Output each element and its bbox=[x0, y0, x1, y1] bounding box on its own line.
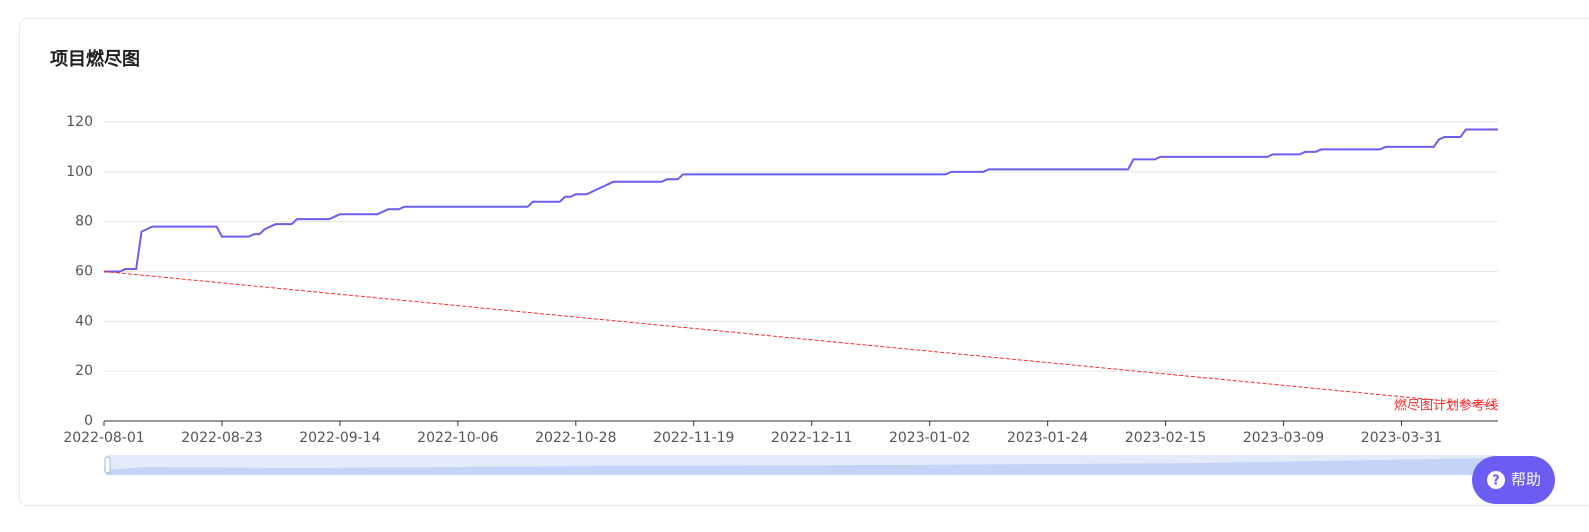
x-tick-label: 2023-01-24 bbox=[1007, 430, 1088, 446]
data-zoom[interactable] bbox=[105, 455, 1496, 475]
zoom-handle[interactable] bbox=[105, 457, 110, 473]
x-tick-label: 2022-12-11 bbox=[771, 430, 852, 446]
x-tick-label: 2022-11-19 bbox=[653, 430, 734, 446]
help-icon: ? bbox=[1492, 474, 1500, 489]
x-tick-label: 2022-08-23 bbox=[181, 430, 262, 446]
y-tick-label: 20 bbox=[75, 363, 93, 379]
x-tick-label: 2023-03-09 bbox=[1243, 430, 1324, 446]
x-tick-label: 2022-08-01 bbox=[63, 430, 144, 446]
y-tick-label: 0 bbox=[84, 413, 93, 429]
chart-title: 项目燃尽图 bbox=[50, 48, 140, 70]
help-button[interactable]: ? 帮助 bbox=[1472, 456, 1555, 504]
x-tick-label: 2022-09-14 bbox=[299, 430, 380, 446]
x-tick-label: 2023-02-15 bbox=[1125, 430, 1206, 446]
y-tick-label: 120 bbox=[66, 114, 93, 130]
reference-label: 燃尽图计划参考线 bbox=[1394, 398, 1498, 414]
x-tick-label: 2023-03-31 bbox=[1361, 430, 1442, 446]
y-tick-label: 80 bbox=[75, 214, 93, 230]
y-tick-label: 60 bbox=[75, 264, 93, 280]
x-tick-label: 2022-10-06 bbox=[417, 430, 498, 446]
help-label: 帮助 bbox=[1511, 471, 1541, 489]
x-tick-label: 2022-10-28 bbox=[535, 430, 616, 446]
y-tick-label: 100 bbox=[66, 164, 93, 180]
y-tick-label: 40 bbox=[75, 313, 93, 329]
x-tick-label: 2023-01-02 bbox=[889, 430, 970, 446]
